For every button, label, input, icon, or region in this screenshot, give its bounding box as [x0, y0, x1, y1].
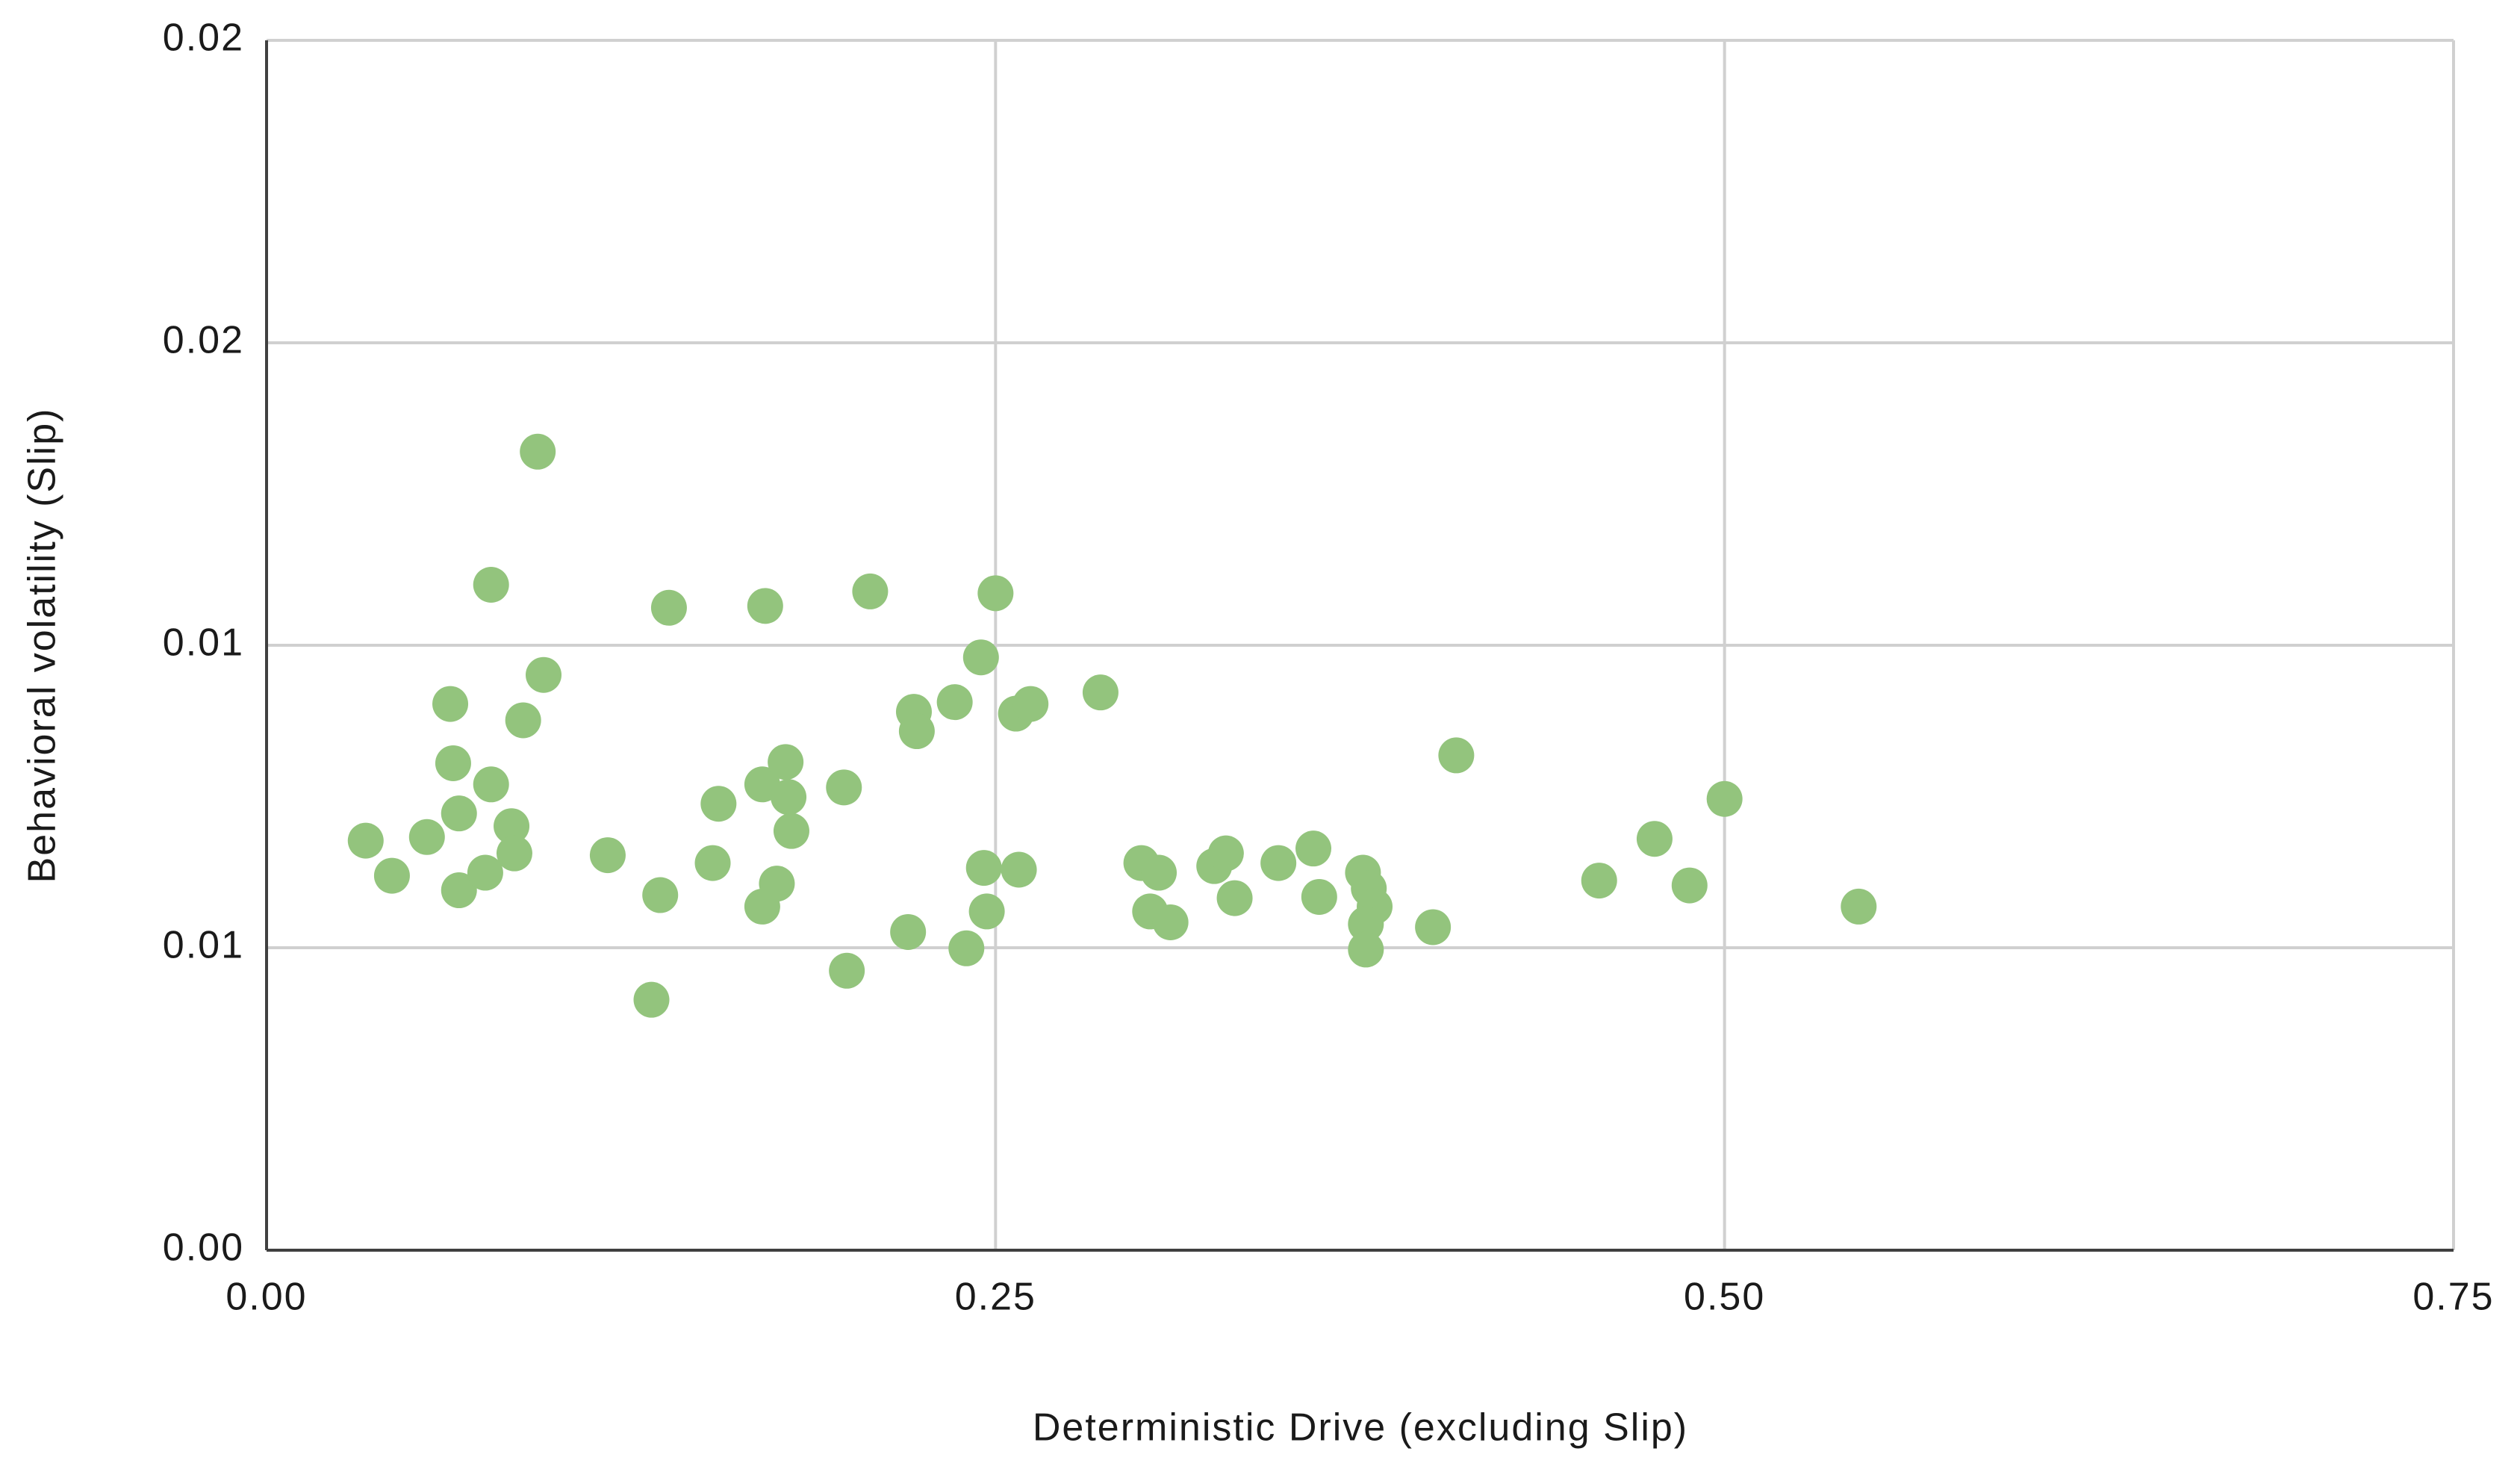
point [650, 589, 687, 626]
y-tick-label: 0.00 [163, 1226, 244, 1270]
point [936, 684, 973, 721]
point [768, 744, 804, 780]
point [1216, 880, 1253, 916]
point [1301, 878, 1337, 915]
point [948, 930, 985, 966]
point [473, 766, 509, 803]
point [1152, 904, 1189, 940]
point [890, 913, 927, 950]
point [1671, 867, 1708, 904]
point [1636, 821, 1673, 857]
point [829, 952, 865, 989]
point [771, 779, 807, 816]
y-tick-label: 0.02 [163, 319, 244, 362]
point [1082, 674, 1119, 711]
point [494, 808, 530, 845]
y-tick-label: 0.01 [163, 924, 244, 967]
point [1295, 830, 1332, 867]
point [962, 639, 999, 676]
y-tick-label: 0.02 [163, 16, 244, 60]
point [852, 573, 889, 609]
point [1001, 851, 1037, 888]
point [773, 813, 809, 849]
point [1141, 854, 1177, 891]
x-tick-label: 0.50 [1684, 1276, 1765, 1319]
x-tick-label: 0.75 [2412, 1276, 2494, 1319]
point [441, 795, 477, 832]
point [505, 702, 541, 739]
point [1706, 780, 1743, 817]
point [496, 835, 532, 872]
y-axis-title: Behavioral volatility (Slip) [21, 408, 64, 884]
point [473, 567, 509, 603]
point [1438, 737, 1475, 774]
point [968, 893, 1005, 930]
point [965, 850, 1002, 886]
point [759, 866, 795, 902]
point [347, 822, 384, 859]
point [467, 854, 503, 891]
point [898, 713, 935, 750]
point [373, 857, 410, 894]
point [1348, 906, 1384, 943]
point [977, 575, 1014, 612]
point [633, 981, 670, 1018]
point [589, 837, 626, 874]
point [1207, 835, 1244, 872]
point [520, 433, 556, 470]
y-tick-label: 0.01 [163, 621, 244, 665]
point [747, 588, 783, 624]
x-axis-title: Deterministic Drive (excluding Slip) [1033, 1406, 1688, 1450]
point [432, 686, 469, 722]
point [826, 769, 862, 806]
x-tick-label: 0.25 [955, 1276, 1036, 1319]
point [694, 845, 731, 881]
point [1581, 863, 1617, 899]
point [435, 745, 471, 781]
point [526, 656, 562, 693]
x-tick-label: 0.00 [225, 1276, 307, 1319]
point [1260, 845, 1297, 881]
point [441, 872, 477, 909]
point [1348, 931, 1384, 968]
point [1841, 888, 1877, 925]
point [1415, 909, 1452, 945]
point [700, 786, 737, 822]
point [642, 877, 679, 913]
point [1012, 686, 1049, 722]
point [408, 819, 445, 855]
